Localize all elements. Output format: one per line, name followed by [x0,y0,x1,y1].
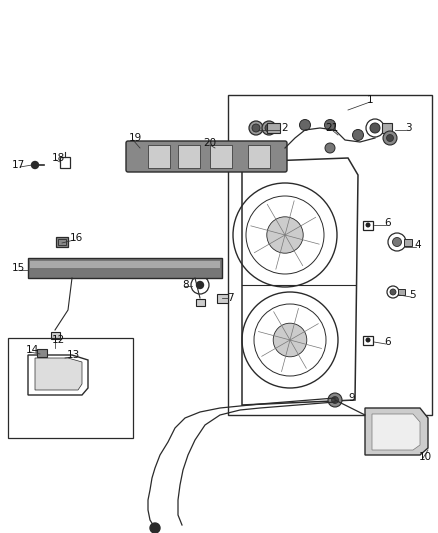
Bar [8,338,133,438]
Text: 21: 21 [325,123,339,133]
Bar [363,335,373,344]
Bar [30,261,220,268]
Text: 14: 14 [25,345,39,355]
Bar [267,123,280,133]
Text: 5: 5 [410,290,416,300]
FancyBboxPatch shape [126,141,287,172]
Bar [404,238,412,246]
Bar [60,157,70,168]
Text: 18: 18 [51,153,65,163]
Circle shape [365,222,371,228]
Text: 15: 15 [11,263,25,273]
Text: 20: 20 [203,138,216,148]
Text: 13: 13 [67,350,80,360]
Text: 10: 10 [418,452,431,462]
Text: 3: 3 [405,123,411,133]
Bar [363,221,373,230]
Circle shape [150,523,160,533]
Circle shape [265,124,273,132]
Text: 7: 7 [227,293,233,303]
Circle shape [353,130,364,141]
Bar [216,294,227,303]
Text: 12: 12 [51,335,65,345]
Bar [28,258,222,278]
Circle shape [370,123,380,133]
Text: 9: 9 [349,393,355,403]
Bar [58,239,66,245]
Text: 19: 19 [128,133,141,143]
Text: 4: 4 [415,240,421,250]
Bar [382,123,392,133]
Bar [228,95,432,415]
Circle shape [332,397,339,403]
Bar [248,145,270,168]
Bar [50,332,60,338]
Polygon shape [372,414,420,450]
Circle shape [262,121,276,135]
Circle shape [386,134,393,141]
Circle shape [300,119,311,131]
Text: 8: 8 [183,280,189,290]
Polygon shape [365,408,428,455]
Text: 17: 17 [11,160,25,170]
Circle shape [267,217,303,253]
Circle shape [328,393,342,407]
Bar [398,289,405,295]
Circle shape [392,238,402,246]
Bar [56,237,68,247]
Circle shape [32,161,39,168]
Text: 16: 16 [69,233,83,243]
Bar [210,145,232,168]
Circle shape [365,337,371,343]
Bar [195,298,205,305]
Bar [148,145,170,168]
Circle shape [197,281,204,288]
Circle shape [249,121,263,135]
Text: 6: 6 [385,218,391,228]
Circle shape [383,131,397,145]
Text: 6: 6 [385,337,391,347]
Circle shape [390,289,396,295]
Bar [178,145,200,168]
Circle shape [252,124,260,132]
Text: 1: 1 [367,95,373,105]
Circle shape [325,119,336,131]
Circle shape [325,143,335,153]
Circle shape [273,323,307,357]
Bar [37,349,47,357]
Polygon shape [35,358,82,390]
Text: 2: 2 [282,123,288,133]
